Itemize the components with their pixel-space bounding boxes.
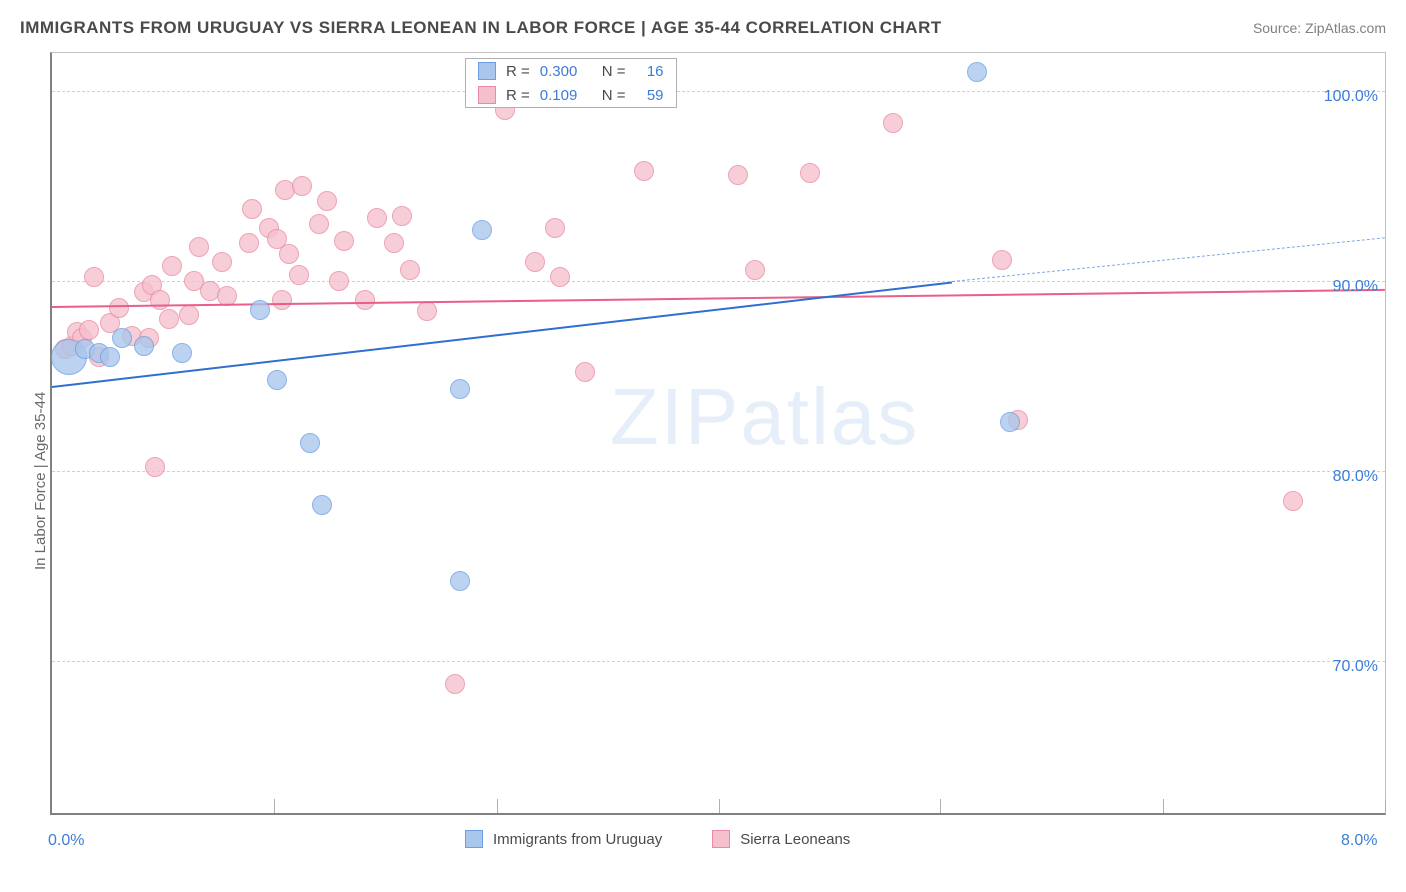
scatter-point-sierra bbox=[992, 250, 1012, 270]
scatter-point-sierra bbox=[417, 301, 437, 321]
grid-line-h bbox=[52, 661, 1385, 662]
y-tick-label: 100.0% bbox=[1308, 88, 1378, 106]
n-value: 16 bbox=[636, 63, 664, 80]
scatter-point-sierra bbox=[272, 290, 292, 310]
header-bar: IMMIGRANTS FROM URUGUAY VS SIERRA LEONEA… bbox=[20, 18, 1386, 38]
trend-line-dash-uruguay bbox=[952, 237, 1385, 282]
scatter-point-sierra bbox=[109, 298, 129, 318]
legend-swatch bbox=[465, 830, 483, 848]
grid-tick-v bbox=[719, 799, 720, 813]
n-label: N = bbox=[602, 87, 626, 104]
scatter-point-sierra bbox=[279, 244, 299, 264]
scatter-point-sierra bbox=[212, 252, 232, 272]
r-value: 0.300 bbox=[540, 63, 592, 80]
scatter-point-sierra bbox=[150, 290, 170, 310]
legend-item: Immigrants from Uruguay bbox=[465, 830, 662, 848]
scatter-point-uruguay bbox=[1000, 412, 1020, 432]
grid-line-h bbox=[52, 91, 1385, 92]
scatter-point-sierra bbox=[289, 265, 309, 285]
scatter-point-uruguay bbox=[450, 379, 470, 399]
scatter-point-sierra bbox=[367, 208, 387, 228]
scatter-point-sierra bbox=[159, 309, 179, 329]
scatter-point-sierra bbox=[745, 260, 765, 280]
watermark: ZIPatlas bbox=[610, 371, 919, 463]
scatter-point-sierra bbox=[84, 267, 104, 287]
scatter-point-sierra bbox=[883, 113, 903, 133]
r-legend-row-sierra: R = 0.109 N = 59 bbox=[466, 83, 676, 107]
scatter-point-uruguay bbox=[450, 571, 470, 591]
grid-line-h bbox=[52, 471, 1385, 472]
chart-title: IMMIGRANTS FROM URUGUAY VS SIERRA LEONEA… bbox=[20, 18, 942, 38]
scatter-point-sierra bbox=[800, 163, 820, 183]
scatter-point-sierra bbox=[384, 233, 404, 253]
scatter-point-sierra bbox=[1283, 491, 1303, 511]
scatter-point-uruguay bbox=[312, 495, 332, 515]
scatter-point-sierra bbox=[392, 206, 412, 226]
scatter-point-sierra bbox=[400, 260, 420, 280]
scatter-point-sierra bbox=[309, 214, 329, 234]
grid-tick-v bbox=[940, 799, 941, 813]
scatter-point-sierra bbox=[239, 233, 259, 253]
scatter-point-uruguay bbox=[267, 370, 287, 390]
y-tick-label: 80.0% bbox=[1308, 468, 1378, 486]
r-label: R = bbox=[506, 63, 530, 80]
scatter-point-sierra bbox=[329, 271, 349, 291]
scatter-point-sierra bbox=[334, 231, 354, 251]
scatter-point-sierra bbox=[242, 199, 262, 219]
legend-item: Sierra Leoneans bbox=[712, 830, 850, 848]
scatter-point-uruguay bbox=[172, 343, 192, 363]
swatch-sierra bbox=[478, 86, 496, 104]
scatter-point-sierra bbox=[575, 362, 595, 382]
scatter-point-sierra bbox=[355, 290, 375, 310]
y-tick-label: 90.0% bbox=[1308, 278, 1378, 296]
y-tick-label: 70.0% bbox=[1308, 658, 1378, 676]
grid-tick-v bbox=[1163, 799, 1164, 813]
legend-label: Sierra Leoneans bbox=[740, 831, 850, 848]
series-legend: Immigrants from Uruguay Sierra Leoneans bbox=[465, 830, 850, 848]
scatter-point-sierra bbox=[445, 674, 465, 694]
grid-tick-v bbox=[1385, 799, 1386, 813]
legend-swatch bbox=[712, 830, 730, 848]
scatter-point-sierra bbox=[179, 305, 199, 325]
scatter-point-sierra bbox=[162, 256, 182, 276]
scatter-point-uruguay bbox=[472, 220, 492, 240]
n-value: 59 bbox=[636, 87, 664, 104]
scatter-point-sierra bbox=[550, 267, 570, 287]
scatter-point-sierra bbox=[317, 191, 337, 211]
scatter-point-sierra bbox=[189, 237, 209, 257]
scatter-point-sierra bbox=[145, 457, 165, 477]
scatter-point-uruguay bbox=[134, 336, 154, 356]
scatter-point-sierra bbox=[525, 252, 545, 272]
source-attribution: Source: ZipAtlas.com bbox=[1253, 20, 1386, 36]
legend-label: Immigrants from Uruguay bbox=[493, 831, 662, 848]
scatter-point-sierra bbox=[292, 176, 312, 196]
r-legend-row-uruguay: R = 0.300 N = 16 bbox=[466, 59, 676, 83]
x-tick-label-left: 0.0% bbox=[48, 832, 84, 850]
r-label: R = bbox=[506, 87, 530, 104]
scatter-point-uruguay bbox=[250, 300, 270, 320]
scatter-point-uruguay bbox=[100, 347, 120, 367]
grid-line-h bbox=[52, 281, 1385, 282]
scatter-point-uruguay bbox=[967, 62, 987, 82]
scatter-point-uruguay bbox=[112, 328, 132, 348]
scatter-point-sierra bbox=[79, 320, 99, 340]
grid-tick-v bbox=[274, 799, 275, 813]
grid-tick-v bbox=[497, 799, 498, 813]
scatter-point-sierra bbox=[728, 165, 748, 185]
x-tick-label-right: 8.0% bbox=[1341, 832, 1377, 850]
scatter-point-sierra bbox=[634, 161, 654, 181]
n-label: N = bbox=[602, 63, 626, 80]
swatch-uruguay bbox=[478, 62, 496, 80]
scatter-point-uruguay bbox=[300, 433, 320, 453]
y-axis-label: In Labor Force | Age 35-44 bbox=[32, 392, 49, 570]
r-value: 0.109 bbox=[540, 87, 592, 104]
correlation-legend: R = 0.300 N = 16 R = 0.109 N = 59 bbox=[465, 58, 677, 108]
scatter-point-sierra bbox=[545, 218, 565, 238]
